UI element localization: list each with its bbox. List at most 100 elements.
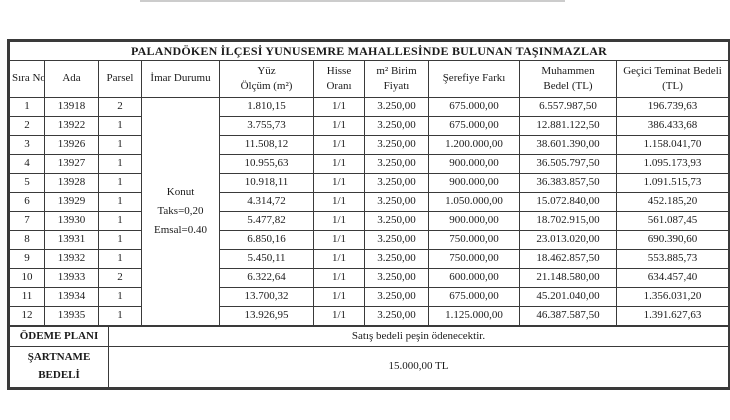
col-header-muhammen-line2: Bedel (TL) bbox=[543, 80, 593, 92]
page-title: PALANDÖKEN İLÇESİ YUNUSEMRE MAHALLESİNDE… bbox=[8, 41, 730, 61]
col-header-muhammen-bedel: Muhammen Bedel (TL) bbox=[519, 60, 617, 98]
cell-parsel: 1 bbox=[98, 135, 142, 155]
cell-gecici-teminat: 690.390,60 bbox=[615, 230, 730, 250]
cell-ada: 13931 bbox=[44, 230, 99, 250]
cell-ada: 13935 bbox=[44, 306, 99, 326]
cell-yuz-olcum: 3.755,73 bbox=[219, 116, 314, 136]
cell-gecici-teminat: 1.091.515,73 bbox=[615, 173, 730, 193]
cell-gecici-teminat: 196.739,63 bbox=[615, 97, 730, 117]
cell-ada: 13929 bbox=[44, 192, 99, 212]
cell-sira-no: 7 bbox=[9, 211, 45, 231]
cell-yuz-olcum: 10.918,11 bbox=[219, 173, 314, 193]
table-title-row: PALANDÖKEN İLÇESİ YUNUSEMRE MAHALLESİNDE… bbox=[8, 41, 730, 61]
cell-gecici-teminat: 1.391.627,63 bbox=[615, 306, 730, 326]
cell-parsel: 2 bbox=[98, 97, 142, 117]
cell-parsel: 2 bbox=[98, 268, 142, 288]
table-row: 11 13934 1 13.700,32 1/1 3.250,00 675.000,00 45… bbox=[9, 287, 730, 307]
table-row: 3 13926 1 11.508,12 1/1 3.250,00 1.200.000,00 3… bbox=[9, 135, 730, 155]
col-header-hisse-line2: Oranı bbox=[326, 80, 352, 92]
cell-ada: 13933 bbox=[44, 268, 99, 288]
cell-yuz-olcum: 6.850,16 bbox=[219, 230, 314, 250]
cell-hisse-orani: 1/1 bbox=[313, 211, 365, 231]
cell-hisse-orani: 1/1 bbox=[313, 116, 365, 136]
cell-m2-birim-fiyati: 3.250,00 bbox=[364, 249, 429, 269]
sartname-bedeli-label: ŞARTNAME BEDELİ bbox=[9, 346, 109, 388]
cell-sira-no: 5 bbox=[9, 173, 45, 193]
cell-serefiye-farki: 750.000,00 bbox=[428, 230, 520, 250]
col-header-parsel: Parsel bbox=[98, 60, 142, 98]
cell-sira-no: 9 bbox=[9, 249, 45, 269]
col-header-yuz-olcum-line1: Yüz bbox=[257, 65, 276, 78]
odeme-plani-label: ÖDEME PLANI bbox=[9, 326, 109, 347]
odeme-plani-value: Satış bedeli peşin ödenecektir. bbox=[108, 326, 729, 347]
cell-ada: 13918 bbox=[44, 97, 99, 117]
cell-m2-birim-fiyati: 3.250,00 bbox=[364, 211, 429, 231]
cell-hisse-orani: 1/1 bbox=[313, 173, 365, 193]
col-header-ada: Ada bbox=[44, 60, 99, 98]
cell-parsel: 1 bbox=[98, 154, 142, 174]
col-header-gecici-teminat: Geçici Teminat Bedeli (TL) bbox=[615, 60, 730, 98]
cell-serefiye-farki: 1.050.000,00 bbox=[428, 192, 520, 212]
cell-muhammen-bedel: 18.702.915,00 bbox=[519, 211, 617, 231]
cell-sira-no: 8 bbox=[9, 230, 45, 250]
imar-durumu-line: Konut bbox=[166, 186, 195, 199]
table-row: 7 13930 1 5.477,82 1/1 3.250,00 900.000,00 18.7… bbox=[9, 211, 730, 231]
cell-hisse-orani: 1/1 bbox=[313, 192, 365, 212]
cell-parsel: 1 bbox=[98, 116, 142, 136]
cell-yuz-olcum: 10.955,63 bbox=[219, 154, 314, 174]
col-header-birim-line1: m² Birim bbox=[376, 65, 417, 78]
cell-muhammen-bedel: 12.881.122,50 bbox=[519, 116, 617, 136]
cell-hisse-orani: 1/1 bbox=[313, 97, 365, 117]
table-row: 6 13929 1 4.314,72 1/1 3.250,00 1.050.000,00 15… bbox=[9, 192, 730, 212]
cell-yuz-olcum: 11.508,12 bbox=[219, 135, 314, 155]
cell-ada: 13932 bbox=[44, 249, 99, 269]
col-header-hisse-line1: Hisse bbox=[326, 65, 352, 78]
cell-hisse-orani: 1/1 bbox=[313, 268, 365, 288]
col-header-imar-durumu: İmar Durumu bbox=[141, 60, 220, 98]
col-header-hisse-orani: Hisse Oranı bbox=[313, 60, 365, 98]
cell-muhammen-bedel: 46.387.587,50 bbox=[519, 306, 617, 326]
cell-sira-no: 2 bbox=[9, 116, 45, 136]
table-row: 2 13922 1 3.755,73 1/1 3.250,00 675.000,00 12.8… bbox=[9, 116, 730, 136]
cell-yuz-olcum: 1.810,15 bbox=[219, 97, 314, 117]
cell-m2-birim-fiyati: 3.250,00 bbox=[364, 192, 429, 212]
cell-muhammen-bedel: 36.505.797,50 bbox=[519, 154, 617, 174]
cell-yuz-olcum: 5.450,11 bbox=[219, 249, 314, 269]
col-header-birim-line2: Fiyatı bbox=[383, 80, 410, 92]
cell-parsel: 1 bbox=[98, 230, 142, 250]
cell-gecici-teminat: 1.095.173,93 bbox=[615, 154, 730, 174]
cell-ada: 13926 bbox=[44, 135, 99, 155]
scan-artifact bbox=[140, 0, 565, 2]
col-header-yuz-olcum-line2: Ölçüm (m²) bbox=[240, 80, 293, 92]
cell-ada: 13922 bbox=[44, 116, 99, 136]
cell-gecici-teminat: 1.356.031,20 bbox=[615, 287, 730, 307]
cell-parsel: 1 bbox=[98, 192, 142, 212]
cell-yuz-olcum: 13.700,32 bbox=[219, 287, 314, 307]
cell-m2-birim-fiyati: 3.250,00 bbox=[364, 154, 429, 174]
col-header-serefiye-farki: Şerefiye Farkı bbox=[428, 60, 520, 98]
cell-parsel: 1 bbox=[98, 287, 142, 307]
cell-ada: 13927 bbox=[44, 154, 99, 174]
cell-yuz-olcum: 4.314,72 bbox=[219, 192, 314, 212]
table-row: 9 13932 1 5.450,11 1/1 3.250,00 750.000,00 18.4… bbox=[9, 249, 730, 269]
cell-hisse-orani: 1/1 bbox=[313, 306, 365, 326]
col-header-birim-fiyati: m² Birim Fiyatı bbox=[364, 60, 429, 98]
table-row: 1 13918 2 Konut Taks=0,20 Emsal=0.40 1.810,15 1… bbox=[9, 97, 730, 326]
col-header-sira-no: Sıra No bbox=[9, 60, 45, 98]
cell-m2-birim-fiyati: 3.250,00 bbox=[364, 306, 429, 326]
cell-ada: 13928 bbox=[44, 173, 99, 193]
cell-muhammen-bedel: 36.383.857,50 bbox=[519, 173, 617, 193]
cell-hisse-orani: 1/1 bbox=[313, 135, 365, 155]
cell-ada: 13930 bbox=[44, 211, 99, 231]
cell-muhammen-bedel: 18.462.857,50 bbox=[519, 249, 617, 269]
table-row: 5 13928 1 10.918,11 1/1 3.250,00 900.000,00 36.… bbox=[9, 173, 730, 193]
sartname-label-line1: ŞARTNAME bbox=[27, 351, 91, 364]
cell-muhammen-bedel: 6.557.987,50 bbox=[519, 97, 617, 117]
cell-muhammen-bedel: 21.148.580,00 bbox=[519, 268, 617, 288]
col-header-teminat-line1: Geçici Teminat Bedeli bbox=[623, 65, 722, 78]
cell-serefiye-farki: 600.000,00 bbox=[428, 268, 520, 288]
cell-m2-birim-fiyati: 3.250,00 bbox=[364, 268, 429, 288]
cell-parsel: 1 bbox=[98, 211, 142, 231]
cell-gecici-teminat: 553.885,73 bbox=[615, 249, 730, 269]
cell-serefiye-farki: 675.000,00 bbox=[428, 97, 520, 117]
